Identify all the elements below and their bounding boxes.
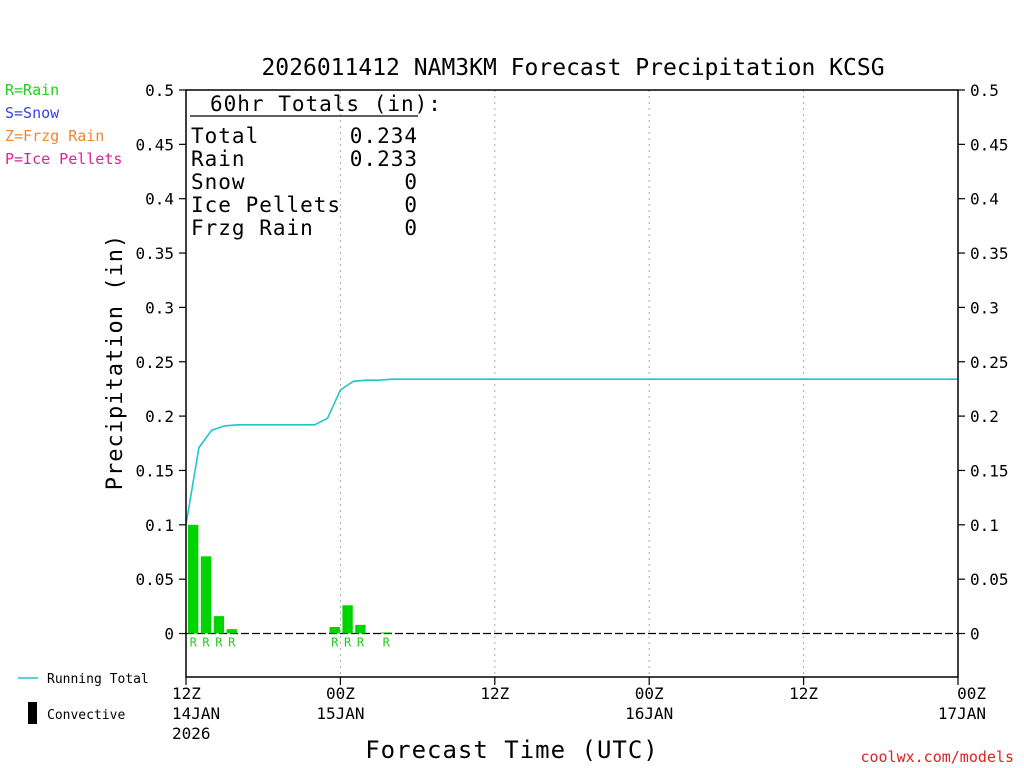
y-tick-label-right: 0.25 (970, 353, 1009, 372)
x-tick-label: 16JAN (625, 704, 673, 723)
credit-text: coolwx.com/models (860, 748, 1014, 766)
y-tick-label: 0.1 (145, 516, 174, 535)
precip-bar (213, 616, 225, 634)
y-tick-label: 0.35 (135, 244, 174, 263)
y-tick-label-right: 0.45 (970, 135, 1009, 154)
y-tick-label: 0.05 (135, 570, 174, 589)
y-tick-label-right: 0.1 (970, 516, 999, 535)
y-tick-label-right: 0.15 (970, 461, 1009, 480)
vertical-gridlines (339, 90, 805, 677)
y-tick-label: 0.5 (145, 81, 174, 100)
precip-type-label: R (202, 636, 210, 650)
precip-type-label: R (228, 636, 236, 650)
totals-value: 0 (404, 216, 418, 240)
series-legend-label: Running Total (47, 672, 149, 687)
x-tick-label: 12Z (480, 684, 509, 703)
precip-bar (342, 605, 353, 634)
x-tick-label: 00Z (957, 684, 986, 703)
precip-type-label: R (344, 636, 352, 650)
x-tick-label: 00Z (326, 684, 355, 703)
precip-type-label: R (190, 636, 198, 650)
precip-type-legend-item: R=Rain (5, 81, 59, 99)
y-axis-left: 0.5 0.45 0.4 0.35 0.3 0.25 0.2 0.15 0.1 0.05 0 (135, 81, 186, 644)
precip-bar (381, 632, 392, 634)
y-tick-label-right: 0.2 (970, 407, 999, 426)
precip-bar (329, 626, 340, 634)
y-tick-label-right: 0.5 (970, 81, 999, 100)
x-tick-label: 14JAN (172, 704, 220, 723)
y-tick-label-right: 0.3 (970, 298, 999, 317)
totals-label: Total (191, 124, 259, 148)
series-legend: Running Total Convective (18, 672, 149, 724)
plot-frame (185, 89, 959, 678)
y-axis-right: 0.5 0.45 0.4 0.35 0.3 0.25 0.2 0.15 0.1 0.05 0 (958, 81, 1009, 644)
y-axis-title: Precipitation (in) (103, 234, 128, 490)
precip-bar (226, 629, 237, 634)
chart-title: 2026011412 NAM3KM Forecast Precipitation… (261, 55, 884, 81)
totals-value: 0.234 (350, 124, 418, 148)
precip-bar (188, 524, 199, 634)
y-tick-label-right: 0.35 (970, 244, 1009, 263)
precip-type-legend-item: Z=Frzg Rain (5, 127, 104, 145)
totals-value: 0.233 (350, 147, 418, 171)
totals-header: 60hr Totals (in): (210, 92, 442, 116)
totals-value: 0 (404, 193, 418, 217)
x-tick-label: 00Z (635, 684, 664, 703)
totals-label: Ice Pellets (191, 193, 341, 217)
y-tick-label: 0.15 (135, 461, 174, 480)
precip-type-legend-item: P=Ice Pellets (5, 150, 122, 168)
y-tick-label: 0.25 (135, 353, 174, 372)
precip-type-legend-item: S=Snow (5, 104, 60, 122)
precip-bar (200, 556, 212, 634)
precip-type-label: R (215, 636, 223, 650)
y-tick-label: 0.2 (145, 407, 174, 426)
y-tick-label: 0.45 (135, 135, 174, 154)
y-tick-label-right: 0 (970, 625, 980, 644)
series-legend-label: Convective (47, 708, 125, 723)
x-tick-label: 15JAN (316, 704, 364, 723)
totals-label: Rain (191, 147, 246, 171)
precip-type-legend: R=Rain S=Snow Z=Frzg Rain P=Ice Pellets (5, 81, 122, 168)
x-tick-label: 12Z (789, 684, 818, 703)
x-tick-label: 2026 (172, 724, 211, 743)
totals-value: 0 (404, 170, 418, 194)
y-tick-label-right: 0.4 (970, 190, 999, 209)
precip-type-label: R (331, 636, 339, 650)
legend-swatch-bar (28, 702, 37, 724)
y-tick-label: 0.4 (145, 190, 174, 209)
y-tick-label: 0.3 (145, 298, 174, 317)
x-axis-title: Forecast Time (UTC) (365, 736, 659, 764)
y-tick-label-right: 0.05 (970, 570, 1009, 589)
totals-label: Frzg Rain (191, 216, 314, 240)
running-total-line (185, 378, 958, 525)
precip-type-label: R (383, 636, 391, 650)
x-tick-label: 17JAN (938, 704, 986, 723)
x-tick-label: 12Z (172, 684, 201, 703)
running-total-line-group (185, 378, 958, 525)
precip-bar (355, 624, 366, 634)
precip-type-label: R (357, 636, 365, 650)
precip-bars (188, 524, 392, 634)
y-tick-label: 0 (164, 625, 174, 644)
totals-label: Snow (191, 170, 246, 194)
totals-box: 60hr Totals (in): Total 0.234 Rain 0.233 Snow… (190, 92, 442, 240)
